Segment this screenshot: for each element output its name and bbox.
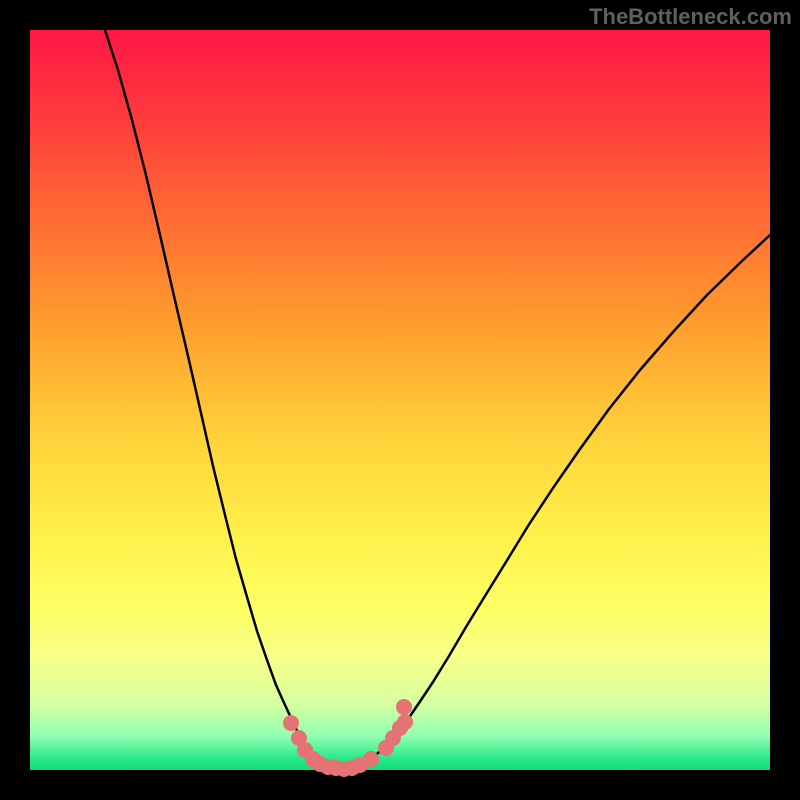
curve-marker [363, 751, 379, 767]
curve-marker [397, 714, 413, 730]
watermark-text: TheBottleneck.com [589, 4, 792, 30]
curve-marker [283, 715, 299, 731]
chart-svg [0, 0, 800, 800]
plot-background [30, 30, 770, 770]
curve-marker [396, 699, 412, 715]
